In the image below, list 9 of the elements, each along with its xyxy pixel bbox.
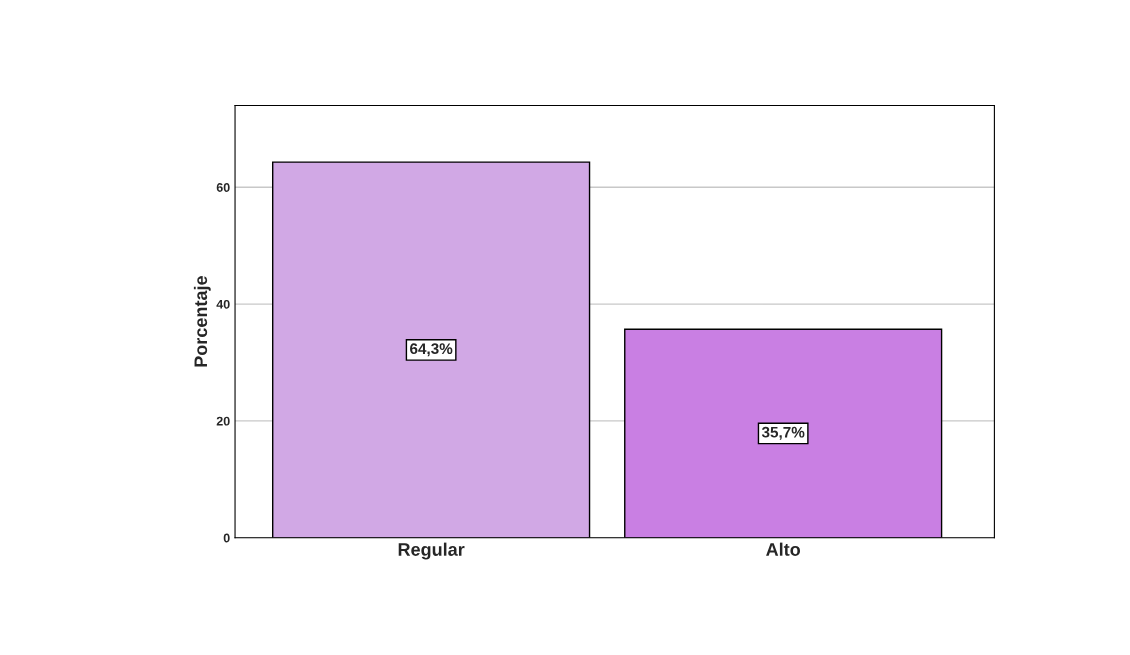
y-axis-title: Porcentaje bbox=[193, 276, 211, 367]
y-tick-label: 20 bbox=[216, 416, 230, 426]
x-tick-label: Regular bbox=[398, 542, 465, 560]
y-tick-label: 60 bbox=[216, 183, 230, 192]
y-tick-label: 40 bbox=[216, 299, 230, 309]
data-label: 64,3% bbox=[410, 343, 453, 357]
y-tick-label: 0 bbox=[223, 533, 230, 543]
data-label: 35,7% bbox=[761, 426, 805, 440]
x-tick-label: Alto bbox=[766, 542, 801, 556]
